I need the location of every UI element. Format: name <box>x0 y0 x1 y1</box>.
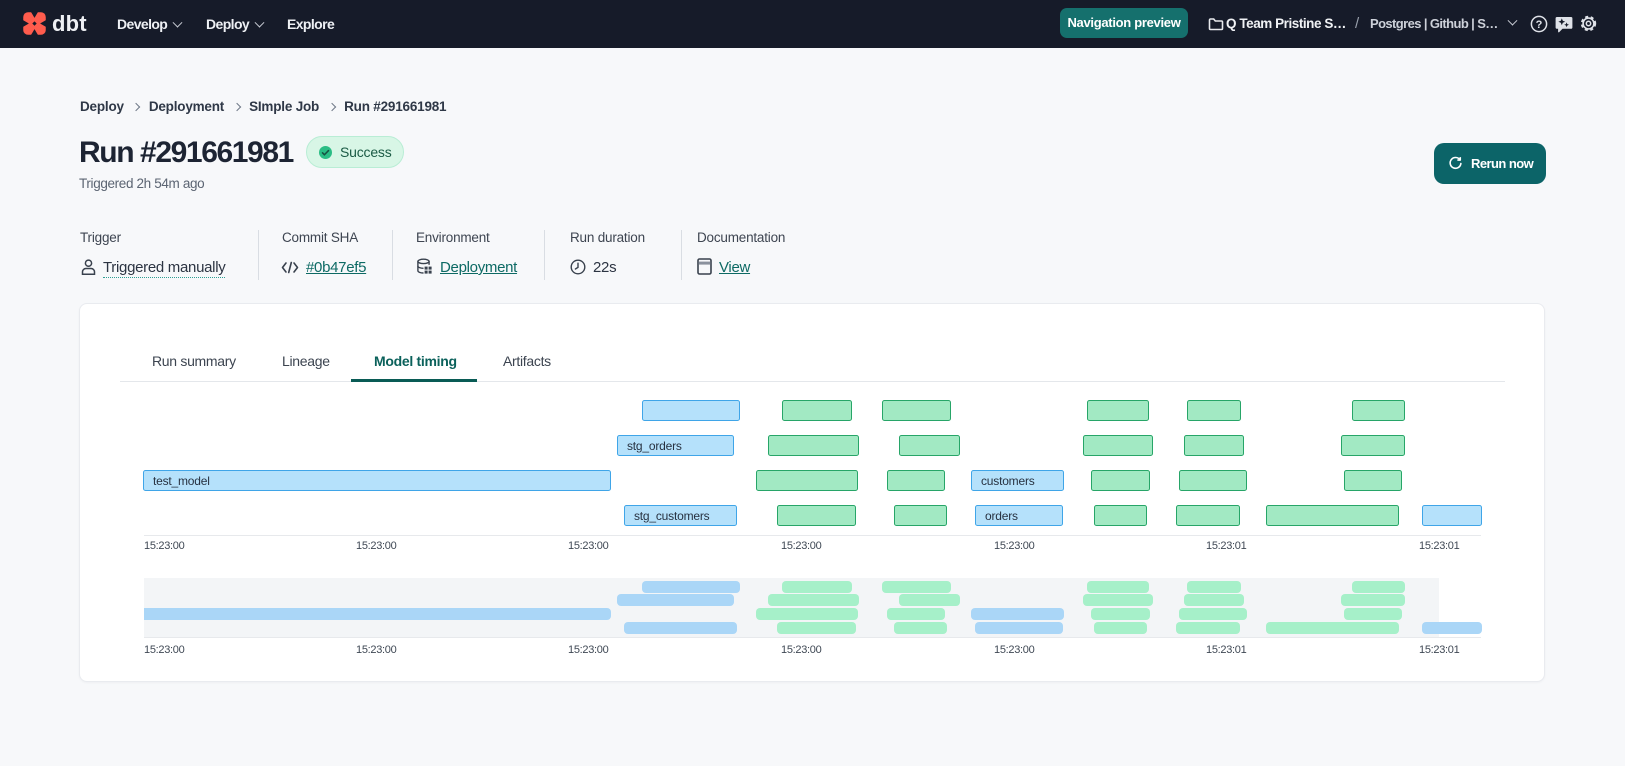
svg-text:?: ? <box>1536 19 1543 31</box>
